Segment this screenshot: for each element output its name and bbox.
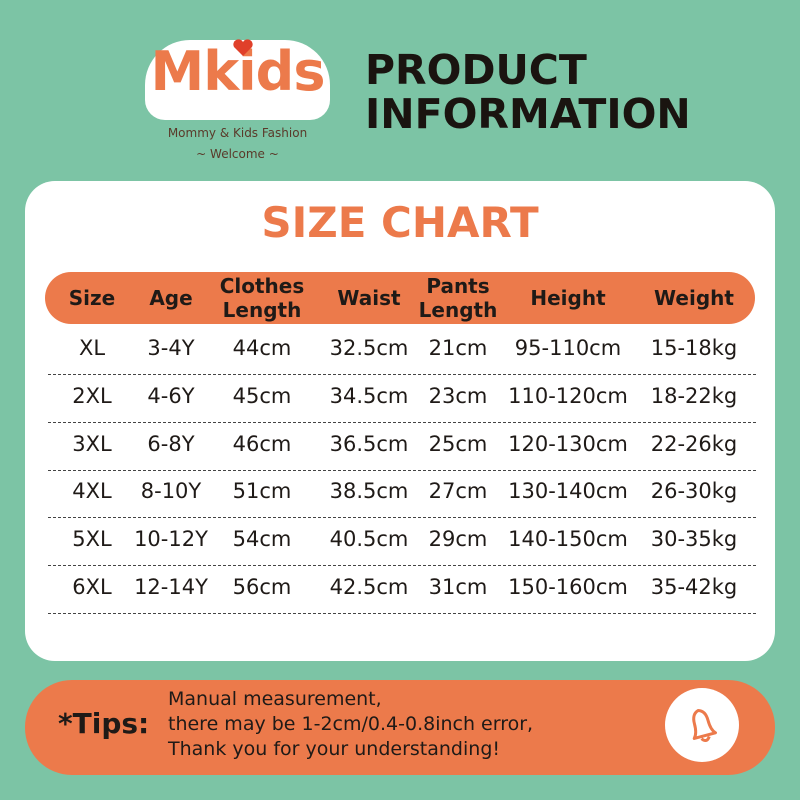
table-cell: 31cm <box>428 575 488 599</box>
table-cell: 38.5cm <box>329 479 409 504</box>
tips-label: *Tips: <box>58 707 150 740</box>
table-cell: 6-8Y <box>147 431 195 456</box>
page-title: PRODUCT <box>365 46 587 94</box>
table-cell: 15-18kg <box>650 336 738 360</box>
table-cell: 35-42kg <box>650 575 738 599</box>
table-cell: 40.5cm <box>329 527 409 552</box>
tips-bg <box>25 680 775 775</box>
tips-line: there may be 1-2cm/0.4-0.8inch error, <box>168 713 534 735</box>
table-cell: 27cm <box>428 479 488 504</box>
table-cell: 3-4Y <box>147 336 195 360</box>
column-header: Age <box>149 286 193 310</box>
table-cell: 5XL <box>72 527 112 552</box>
column-header: Clothes Length <box>219 274 305 322</box>
logo-tagline: Mommy & Kids Fashion <box>167 126 308 140</box>
table-cell: 140-150cm <box>508 527 628 552</box>
table-cell: 29cm <box>428 527 488 552</box>
column-header: Pants Length <box>418 274 498 322</box>
table-cell: 22-26kg <box>650 431 738 456</box>
table-cell: 3XL <box>72 431 112 456</box>
bell-icon <box>665 688 739 762</box>
table-cell: 36.5cm <box>329 431 409 456</box>
table-cell: 21cm <box>428 336 488 360</box>
tips-line: Thank you for your understanding! <box>168 738 500 760</box>
table-cell: 8-10Y <box>140 479 202 504</box>
row-divider <box>48 421 756 423</box>
table-cell: 130-140cm <box>508 479 628 504</box>
logo-welcome: ~ Welcome ~ <box>196 147 279 161</box>
table-header-bg <box>45 272 755 324</box>
column-header: Waist <box>337 286 401 310</box>
table-cell: 110-120cm <box>508 383 628 408</box>
table-cell: 32.5cm <box>329 336 409 360</box>
column-header: Height <box>530 286 606 310</box>
table-cell: 51cm <box>232 479 292 504</box>
table-cell: 56cm <box>232 575 292 599</box>
table-cell: 150-160cm <box>508 575 628 599</box>
table-cell: 10-12Y <box>134 527 208 552</box>
logo-cloud <box>145 40 330 120</box>
table-cell: 23cm <box>428 383 488 408</box>
table-cell: 18-22kg <box>650 383 738 408</box>
card-title: SIZE CHART <box>261 198 539 247</box>
row-divider <box>48 469 756 471</box>
table-cell: 25cm <box>428 431 488 456</box>
table-cell: 2XL <box>72 383 112 408</box>
table-cell: 42.5cm <box>329 575 409 599</box>
table-cell: 34.5cm <box>329 383 409 408</box>
table-cell: 95-110cm <box>514 336 622 360</box>
table-cell: 54cm <box>232 527 292 552</box>
table-cell: 12-14Y <box>134 575 208 599</box>
page-title: INFORMATION <box>365 90 691 138</box>
table-cell: 46cm <box>232 431 292 456</box>
table-cell: 45cm <box>232 383 292 408</box>
table-cell: 4XL <box>72 479 112 504</box>
size-card <box>25 181 775 661</box>
table-cell: 6XL <box>72 575 112 599</box>
row-divider <box>48 565 756 567</box>
column-header: Weight <box>654 286 734 310</box>
bell-glyph <box>692 709 717 743</box>
column-header: Size <box>68 286 116 310</box>
logo-heart <box>233 39 253 56</box>
table-cell: 30-35kg <box>650 527 738 552</box>
row-divider <box>48 374 756 375</box>
table-cell: XL <box>78 336 106 360</box>
row-divider <box>48 613 756 614</box>
table-cell: 44cm <box>232 336 292 360</box>
table-cell: 120-130cm <box>508 431 628 456</box>
table-cell: 4-6Y <box>147 383 195 408</box>
tips-line: Manual measurement, <box>168 688 382 710</box>
row-divider <box>48 517 756 519</box>
table-cell: 26-30kg <box>650 479 738 504</box>
